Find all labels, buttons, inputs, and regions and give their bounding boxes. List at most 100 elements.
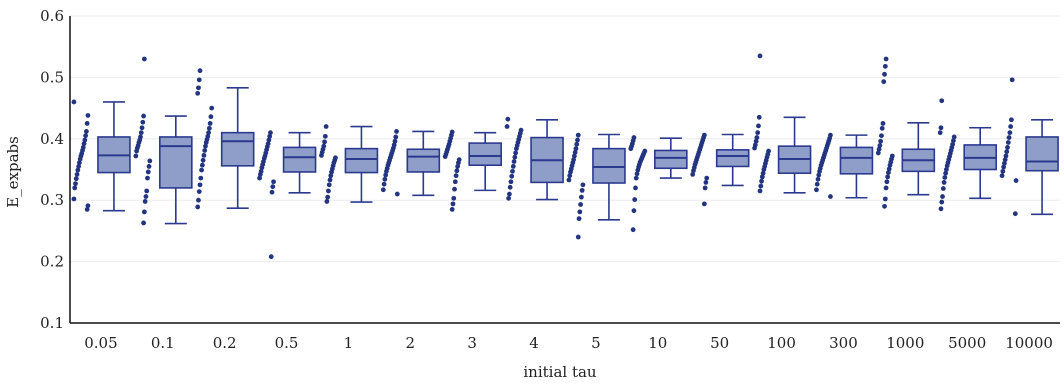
data-point [85, 113, 91, 118]
point-group [257, 130, 276, 260]
data-point [328, 173, 334, 179]
box [530, 118, 564, 201]
x-tick-label: 0.1 [151, 334, 175, 352]
data-point [1008, 124, 1014, 129]
data-point [71, 196, 77, 202]
y-tick-label: 0.6 [40, 7, 64, 25]
data-point [394, 129, 399, 134]
data-point [267, 133, 273, 139]
data-point [704, 175, 710, 181]
data-point [141, 220, 146, 226]
data-point [566, 177, 572, 183]
data-point [206, 130, 211, 136]
data-point [72, 185, 78, 191]
data-point [513, 146, 519, 152]
data-point [881, 79, 887, 85]
data-point [757, 53, 763, 59]
data-point [752, 145, 757, 151]
data-point [381, 181, 387, 187]
y-axis-label: E_expabs [4, 136, 22, 208]
data-point [951, 138, 956, 144]
x-tick-label: 0.2 [213, 334, 237, 352]
box-iqr [715, 149, 750, 168]
point-group [71, 99, 91, 212]
y-axis-ticks: 0.1 0.2 0.3 0.4 0.5 0.6 [40, 7, 64, 332]
data-point [83, 129, 89, 134]
data-point [635, 167, 641, 173]
x-tick-label: 300 [829, 334, 858, 352]
data-point [195, 90, 201, 96]
data-point [84, 121, 90, 126]
data-point [567, 173, 573, 179]
data-point [761, 167, 767, 172]
data-point [511, 159, 517, 164]
data-point [755, 130, 761, 136]
x-tick-label: 50 [710, 334, 729, 352]
point-group [937, 98, 957, 212]
axes [69, 16, 1060, 324]
data-point [452, 179, 458, 185]
data-point [828, 194, 833, 199]
data-point [579, 187, 585, 193]
point-group [999, 77, 1019, 217]
box [901, 122, 936, 196]
data-point [268, 130, 273, 136]
data-point [756, 123, 761, 129]
data-point [451, 195, 457, 201]
data-point [195, 204, 201, 210]
data-point [510, 168, 515, 174]
point-group [628, 135, 648, 233]
data-point [384, 168, 389, 174]
x-tick-label: 10 [648, 334, 667, 352]
x-axis-ticks: 0.05 0.1 0.2 0.5 1 2 3 4 5 10 50 100 300 1000 5000 1000… [84, 334, 1053, 352]
data-point [701, 201, 707, 207]
y-tick-label: 0.4 [40, 130, 64, 148]
data-point [146, 164, 152, 169]
data-point [145, 175, 150, 181]
box-iqr [839, 146, 874, 175]
box-iqr [1025, 136, 1059, 172]
data-point [505, 116, 511, 122]
box [963, 126, 997, 200]
data-point [879, 125, 885, 131]
box [839, 134, 874, 199]
data-point [632, 197, 638, 202]
data-point [884, 179, 890, 185]
data-point [882, 196, 888, 202]
data-point [319, 152, 324, 158]
data-point [383, 172, 389, 178]
data-point [73, 181, 78, 187]
data-point [75, 167, 81, 173]
data-point [257, 172, 263, 177]
data-point [71, 99, 77, 105]
y-tick-label: 0.5 [40, 68, 64, 86]
data-point [322, 139, 327, 145]
box-iqr [592, 147, 626, 184]
data-point [574, 141, 580, 147]
data-point [145, 169, 151, 175]
x-tick-label: 3 [467, 334, 477, 352]
data-point [139, 125, 145, 131]
data-point [1008, 117, 1014, 123]
data-point [202, 148, 208, 153]
data-point [269, 189, 275, 195]
point-group [442, 129, 462, 212]
y-tick-label: 0.3 [40, 191, 64, 209]
data-point [141, 56, 147, 62]
data-point [940, 186, 946, 191]
data-point [1001, 164, 1007, 170]
data-point [512, 154, 518, 160]
data-point [84, 207, 90, 212]
data-point [509, 173, 515, 179]
data-point [508, 179, 514, 185]
data-point [506, 191, 512, 197]
data-point [571, 153, 577, 159]
data-point [690, 172, 696, 177]
data-point [877, 143, 883, 148]
data-point [325, 194, 331, 200]
x-tick-label: 1 [344, 334, 354, 352]
data-point [630, 227, 636, 233]
data-point [814, 187, 819, 193]
data-point [756, 114, 762, 120]
data-point [753, 138, 759, 144]
